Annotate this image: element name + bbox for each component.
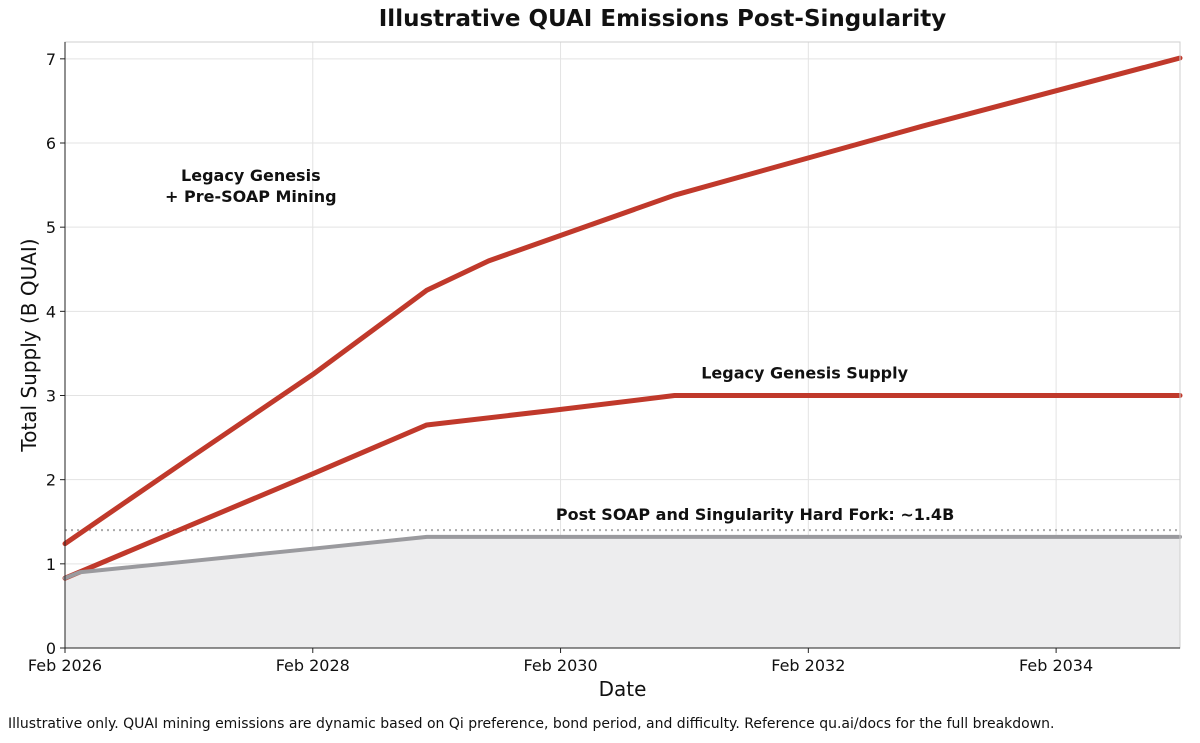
post-soap-line — [63, 534, 1182, 581]
y-tick-label-3: 3 — [46, 387, 56, 406]
x-tick-label-3: Feb 2032 — [771, 656, 845, 675]
emissions-chart: Illustrative QUAI Emissions Post-Singula… — [17, 6, 1183, 701]
footnote: Illustrative only. QUAI mining emissions… — [8, 716, 1055, 732]
post-soap-area-fill — [65, 536, 1180, 648]
annotation-genesis-plus-mining: Legacy Genesis + Pre-SOAP Mining — [165, 166, 337, 206]
annotation-legacy-genesis: Legacy Genesis Supply — [701, 364, 908, 383]
annotation-post-soap: Post SOAP and Singularity Hard Fork: ~1.… — [556, 505, 954, 524]
x-tick-label-0: Feb 2026 — [28, 656, 102, 675]
y-tick-label-2: 2 — [46, 471, 56, 490]
y-tick-label-5: 5 — [46, 218, 56, 237]
annotation-genesis-plus-mining-line-1: + Pre-SOAP Mining — [165, 187, 337, 206]
annotation-genesis-plus-mining-line-0: Legacy Genesis — [181, 166, 321, 185]
y-tick-label-7: 7 — [46, 50, 56, 69]
annotation-legacy-genesis-line-0: Legacy Genesis Supply — [701, 364, 908, 383]
y-tick-label-6: 6 — [46, 134, 56, 153]
y-tick-label-4: 4 — [46, 302, 56, 321]
y-tick-label-0: 0 — [46, 639, 56, 658]
annotation-post-soap-line-0: Post SOAP and Singularity Hard Fork: ~1.… — [556, 505, 954, 524]
x-axis-label: Date — [599, 677, 647, 701]
x-tick-label-2: Feb 2030 — [523, 656, 597, 675]
legacy-genesis-line — [62, 393, 1183, 581]
x-tick-label-4: Feb 2034 — [1019, 656, 1093, 675]
y-tick-label-1: 1 — [46, 555, 56, 574]
chart-title: Illustrative QUAI Emissions Post-Singula… — [379, 6, 946, 32]
genesis-plus-mining-line — [62, 55, 1183, 547]
x-tick-label-1: Feb 2028 — [276, 656, 350, 675]
y-axis-label: Total Supply (B QUAI) — [17, 238, 41, 452]
